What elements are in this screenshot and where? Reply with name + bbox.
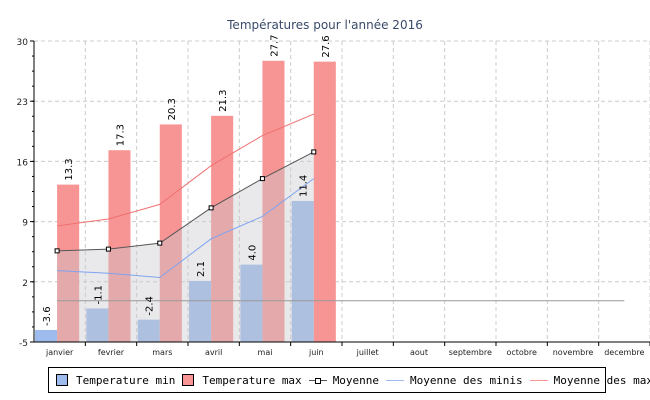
max-data-label: 13.3 — [64, 158, 75, 180]
bar-min — [137, 319, 160, 342]
y-tick-label: 2 — [22, 279, 28, 289]
legend-label: Moyenne — [332, 373, 380, 387]
min-data-label: -3.6 — [42, 306, 53, 326]
legend-label: Temperature max — [202, 373, 302, 387]
max-data-label: 27.6 — [321, 35, 332, 57]
x-tick-label: avril — [205, 348, 222, 357]
x-tick-label: decembre — [604, 348, 644, 357]
moyenne-point — [157, 240, 163, 246]
legend-line-minis — [386, 379, 405, 381]
min-data-label: -2.4 — [145, 296, 156, 316]
legend-item-moyenne: Moyenne — [308, 373, 380, 387]
y-tick-label: 9 — [22, 219, 28, 229]
legend-swatch-max — [182, 374, 195, 386]
y-tick-label: 16 — [17, 158, 29, 168]
bar-max — [108, 150, 131, 342]
moyenne-point — [54, 248, 60, 254]
moyenne-maxis-line — [57, 113, 314, 227]
legend: Temperature min Temperature max Moyenne … — [48, 367, 650, 393]
moyenne-point — [105, 246, 111, 252]
x-tick-label: novembre — [553, 348, 594, 357]
min-data-label: -1.1 — [93, 285, 104, 305]
legend-label: Moyenne des maxis — [553, 373, 650, 387]
bar-max — [262, 60, 285, 342]
min-data-label: 11.4 — [299, 175, 310, 197]
y-tick-label: -5 — [19, 339, 28, 349]
moyenne-minis-line — [57, 178, 315, 279]
x-tick-label: janvier — [45, 348, 74, 357]
bar-min — [291, 200, 314, 342]
bar-max — [313, 61, 336, 342]
x-tick-label: juillet — [356, 348, 379, 357]
max-data-label: 20.3 — [167, 98, 178, 120]
x-tick-label: mars — [152, 348, 172, 357]
moyenne-line — [57, 151, 314, 252]
x-tick-label: mai — [258, 348, 273, 357]
legend-item-max: Temperature max — [182, 373, 302, 387]
bar-min — [189, 280, 212, 342]
max-data-label: 17.3 — [115, 124, 126, 146]
x-tick-label: juin — [308, 348, 324, 357]
bar-min — [86, 308, 109, 342]
chart-svg: Températures pour l'année 2016 30 23 16 9 2 -… — [17, 18, 650, 357]
max-data-label: 21.3 — [218, 90, 229, 112]
x-tick-label: fevrier — [98, 348, 125, 357]
legend-item-moy-minis: Moyenne des minis — [386, 374, 523, 387]
x-tick-label: aout — [410, 348, 428, 357]
min-data-label: 4.0 — [247, 245, 258, 261]
max-data-label: 27.7 — [269, 35, 280, 57]
legend-item-min: Temperature min — [56, 374, 175, 387]
moyenne-point — [208, 205, 214, 211]
bar-max — [211, 115, 234, 342]
y-tick-label: 30 — [17, 38, 29, 48]
legend-item-moy-maxis: Moyenne des maxis — [529, 373, 650, 387]
legend-line-maxis — [529, 379, 548, 381]
min-data-label: 2.1 — [196, 261, 207, 277]
legend-label: Temperature min — [76, 373, 176, 387]
chart-title: Températures pour l'année 2016 — [226, 18, 423, 32]
moyenne-point — [311, 149, 317, 155]
x-tick-label: septembre — [449, 348, 492, 357]
bar-max — [159, 124, 182, 342]
legend-line-moyenne — [308, 377, 327, 384]
y-tick-label: 23 — [17, 98, 28, 108]
bar-min — [240, 264, 263, 342]
moyenne-point — [259, 176, 265, 182]
legend-label: Moyenne des minis — [410, 373, 523, 387]
bar-min — [35, 329, 58, 342]
legend-swatch-min — [56, 374, 68, 386]
moyenne-area — [57, 151, 314, 342]
x-tick-label: octobre — [506, 348, 537, 357]
